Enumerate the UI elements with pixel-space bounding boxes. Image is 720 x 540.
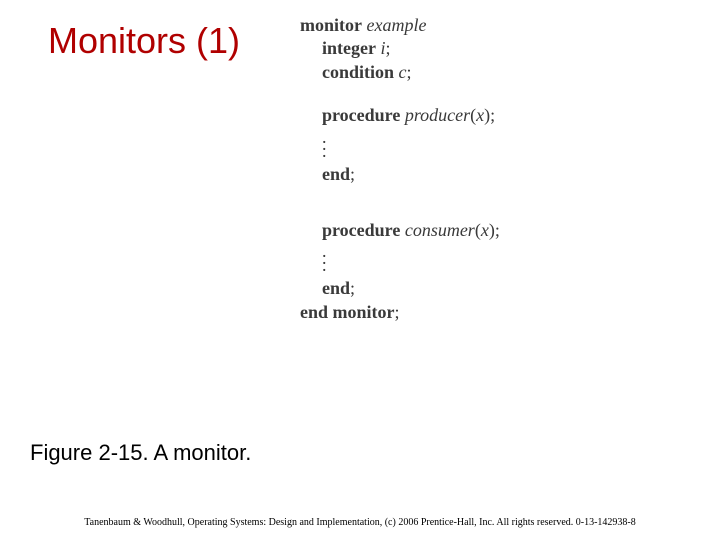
vertical-dots-2: ... (322, 242, 660, 278)
copyright-footer: Tanenbaum & Woodhull, Operating Systems:… (0, 517, 720, 528)
code-line-end-monitor: end monitor; (300, 301, 660, 324)
punct-semi-7: ; (395, 302, 400, 322)
id-c: c (399, 62, 407, 82)
id-producer: producer (405, 105, 470, 125)
punct-semi-3: ; (490, 105, 495, 125)
code-line-condition: condition c; (322, 61, 660, 84)
id-example: example (367, 15, 427, 35)
kw-procedure-2: procedure (322, 220, 400, 240)
slide-title: Monitors (1) (48, 20, 240, 62)
code-line-end-1: end; (322, 163, 660, 186)
kw-monitor: monitor (300, 15, 362, 35)
code-line-producer: procedure producer(x); (322, 104, 660, 127)
kw-integer: integer (322, 38, 376, 58)
punct-semi-6: ; (350, 278, 355, 298)
code-line-end-2: end; (322, 277, 660, 300)
kw-procedure-1: procedure (322, 105, 400, 125)
id-x-1: x (476, 105, 484, 125)
vertical-dots-1: ... (322, 128, 660, 164)
punct-semi-5: ; (495, 220, 500, 240)
kw-end-1: end (322, 164, 350, 184)
figure-caption: Figure 2-15. A monitor. (30, 440, 251, 466)
punct-semi-1: ; (386, 38, 391, 58)
kw-condition: condition (322, 62, 394, 82)
monitor-code-block: monitor example integer i; condition c; … (300, 14, 660, 324)
code-line-monitor: monitor example (300, 14, 660, 37)
code-line-consumer: procedure consumer(x); (322, 219, 660, 242)
punct-semi-4: ; (350, 164, 355, 184)
id-x-2: x (481, 220, 489, 240)
code-line-integer: integer i; (322, 37, 660, 60)
kw-end-2: end (322, 278, 350, 298)
punct-semi-2: ; (407, 62, 412, 82)
kw-end-monitor: end monitor (300, 302, 395, 322)
id-consumer: consumer (405, 220, 475, 240)
